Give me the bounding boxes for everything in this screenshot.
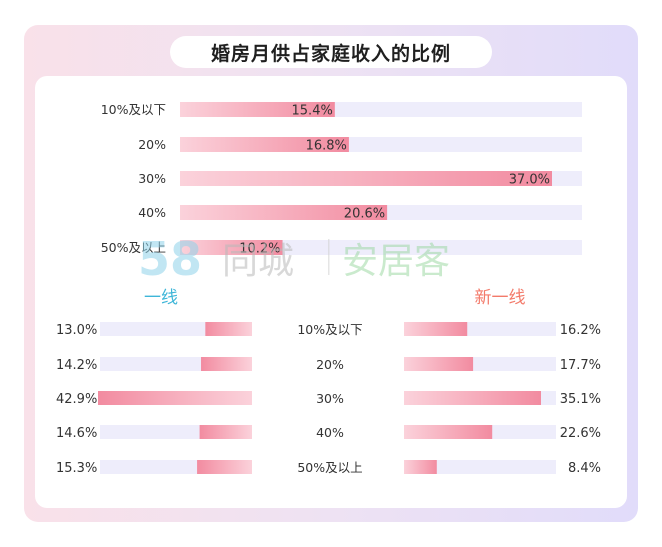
- left-bar: [205, 322, 252, 336]
- right-bar: [404, 391, 541, 405]
- middle-category-labels: 10%及以下 20% 30% 40% 50%及以上: [297, 322, 362, 475]
- top-value-label: 15.4%: [292, 104, 333, 119]
- top-bar-chart: 10%及以下 15.4% 20% 16.8% 30% 37.0% 40% 20.6% 50%及以…: [101, 102, 582, 257]
- right-bar-chart: 16.2% 17.7% 35.1% 22.6% 8.4%: [404, 322, 601, 476]
- right-value-label: 22.6%: [560, 426, 601, 441]
- left-chart-heading: 一线: [144, 288, 178, 308]
- right-bar: [404, 357, 474, 371]
- middle-category-label: 40%: [316, 425, 344, 440]
- middle-category-label: 10%及以下: [297, 322, 362, 337]
- top-category-label: 30%: [138, 171, 166, 186]
- left-value-label: 15.3%: [56, 461, 97, 476]
- right-bar: [404, 322, 468, 336]
- top-bar: [180, 137, 349, 152]
- top-bar: [180, 171, 552, 186]
- top-value-label: 16.8%: [306, 139, 347, 154]
- top-value-label: 20.6%: [344, 207, 385, 222]
- top-value-label: 37.0%: [509, 173, 550, 188]
- top-bar: [180, 240, 283, 255]
- top-category-label: 20%: [138, 137, 166, 152]
- left-value-label: 14.6%: [56, 426, 97, 441]
- left-value-label: 14.2%: [56, 358, 97, 373]
- top-bar: [180, 102, 335, 117]
- top-bar: [180, 205, 388, 220]
- left-value-label: 13.0%: [56, 323, 97, 338]
- top-category-label: 40%: [138, 205, 166, 220]
- right-value-label: 8.4%: [568, 461, 601, 476]
- right-value-label: 16.2%: [560, 323, 601, 338]
- right-bar: [404, 460, 437, 474]
- left-bar: [98, 391, 252, 405]
- right-bar: [404, 425, 493, 439]
- middle-category-label: 30%: [316, 391, 344, 406]
- right-value-label: 35.1%: [560, 392, 601, 407]
- top-category-label: 10%及以下: [101, 102, 166, 117]
- right-chart-heading: 新一线: [475, 288, 526, 308]
- top-category-label: 50%及以上: [101, 240, 166, 255]
- left-bar-chart: 13.0% 14.2% 42.9% 14.6% 15.3%: [56, 322, 252, 476]
- middle-category-label: 50%及以上: [297, 460, 362, 475]
- left-bar: [197, 460, 252, 474]
- right-value-label: 17.7%: [560, 358, 601, 373]
- left-bar: [201, 357, 252, 371]
- left-bar: [199, 425, 252, 439]
- top-value-label: 10.2%: [239, 242, 280, 257]
- right-bar-track: [404, 460, 556, 474]
- chart-title: 婚房月供占家庭收入的比例: [170, 36, 492, 68]
- left-value-label: 42.9%: [56, 392, 97, 407]
- middle-category-label: 20%: [316, 357, 344, 372]
